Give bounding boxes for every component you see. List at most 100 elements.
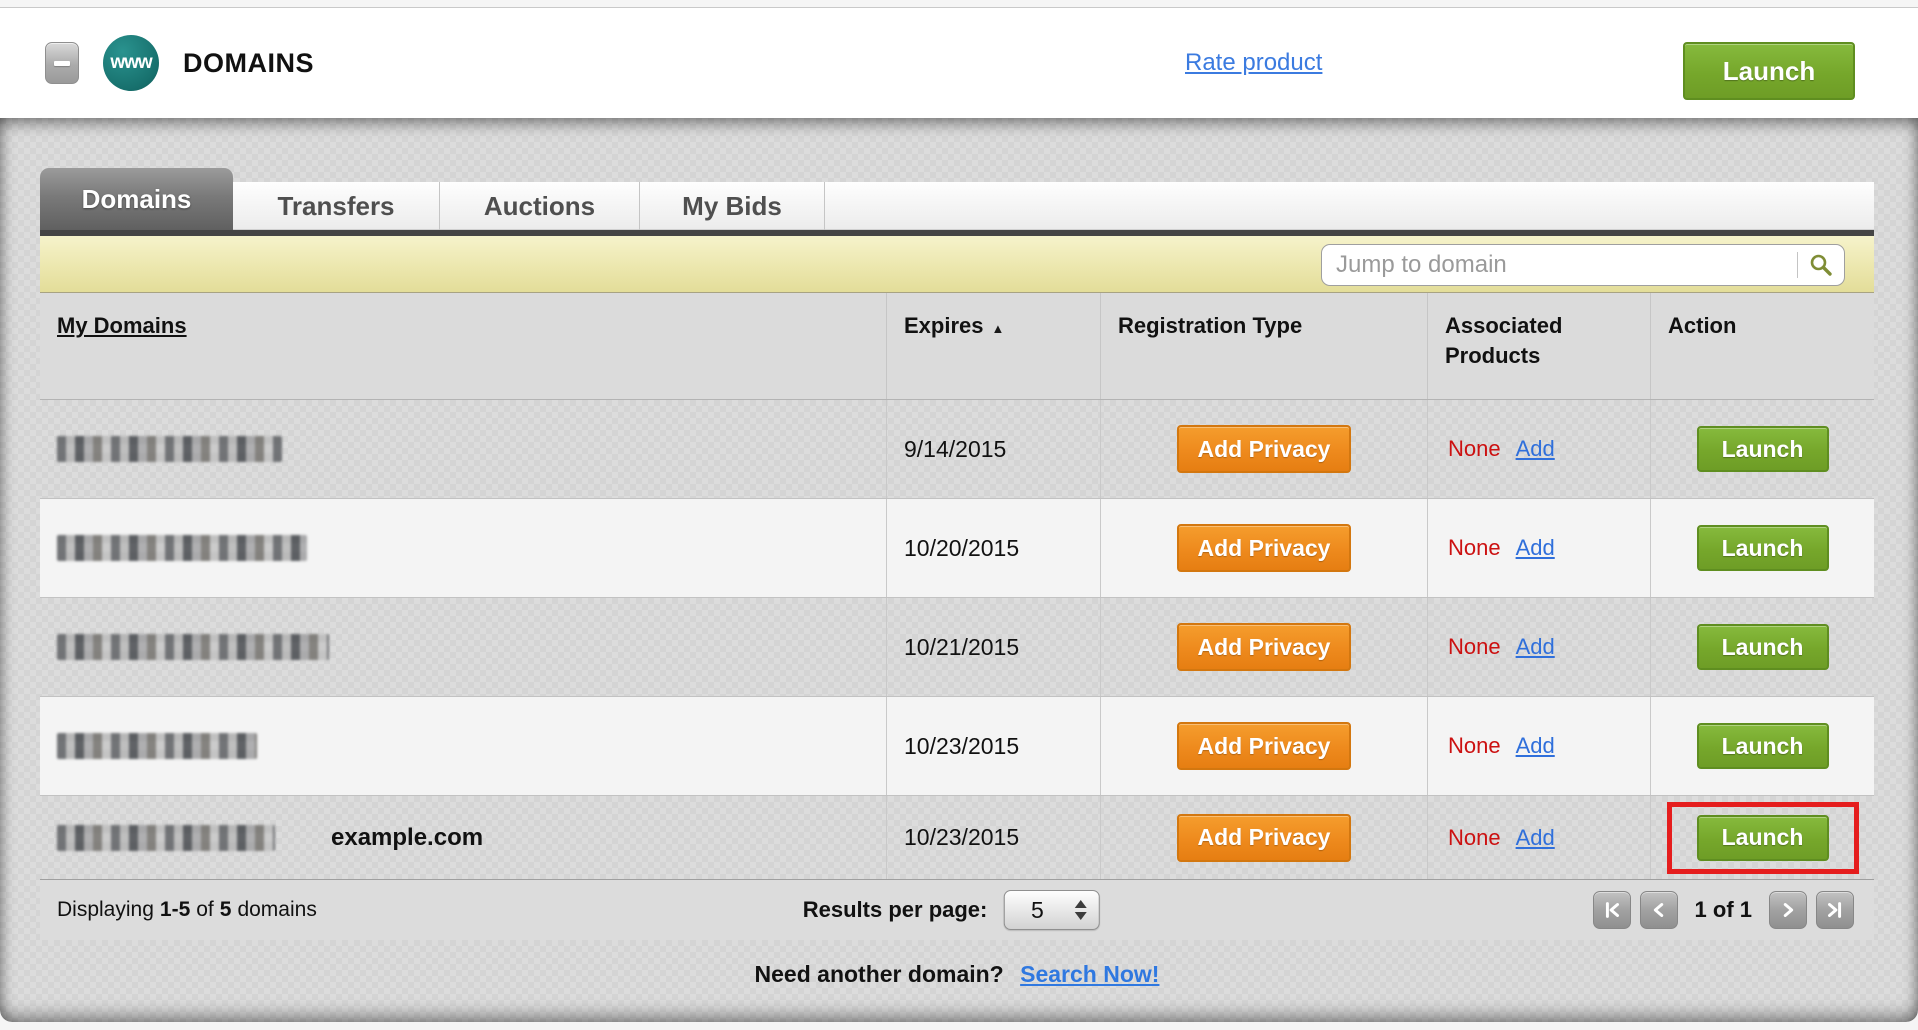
content-background: Transfers Auctions My Bids Domains bbox=[0, 118, 1918, 1022]
launch-button[interactable]: Launch bbox=[1696, 723, 1829, 769]
associated-cell: None Add bbox=[1427, 598, 1650, 696]
per-page-value: 5 bbox=[1030, 896, 1044, 923]
add-privacy-button[interactable]: Add Privacy bbox=[1177, 524, 1351, 572]
domain-cell bbox=[40, 400, 886, 498]
action-cell: Launch bbox=[1650, 598, 1874, 696]
expires-cell: 9/14/2015 bbox=[886, 400, 1100, 498]
sort-ascending-icon: ▲ bbox=[991, 321, 1005, 336]
add-privacy-button[interactable]: Add Privacy bbox=[1177, 623, 1351, 671]
displaying-range: 1-5 bbox=[159, 898, 191, 921]
page-indicator: 1 of 1 bbox=[1694, 897, 1752, 922]
add-privacy-button[interactable]: Add Privacy bbox=[1177, 425, 1351, 473]
associated-cell: None Add bbox=[1427, 400, 1650, 498]
page-title: DOMAINS bbox=[183, 47, 314, 78]
column-header-my-domains: My Domains bbox=[40, 293, 886, 399]
previous-page-button[interactable] bbox=[1639, 891, 1678, 929]
results-per-page-select[interactable]: 5 bbox=[1003, 890, 1100, 930]
collapse-button[interactable] bbox=[45, 42, 79, 84]
censored-domain-name bbox=[57, 634, 329, 660]
associated-cell: None Add bbox=[1427, 697, 1650, 795]
associated-add-link[interactable]: Add bbox=[1515, 436, 1555, 461]
need-domain-cta: Need another domain? Search Now! bbox=[40, 961, 1874, 988]
jump-to-domain-input[interactable] bbox=[1322, 251, 1797, 279]
censored-domain-name bbox=[57, 733, 257, 759]
tab-auctions[interactable]: Auctions bbox=[440, 182, 640, 230]
displaying-total: 5 bbox=[219, 898, 232, 921]
displaying-prefix: Displaying bbox=[57, 898, 154, 921]
associated-add-link[interactable]: Add bbox=[1515, 824, 1555, 850]
launch-button[interactable]: Launch bbox=[1696, 525, 1829, 571]
expires-cell: 10/23/2015 bbox=[886, 697, 1100, 795]
domain-cell bbox=[40, 697, 886, 795]
launch-button[interactable]: Launch bbox=[1696, 624, 1829, 670]
action-cell: Launch bbox=[1650, 499, 1874, 597]
logo-text: www bbox=[110, 52, 152, 73]
search-divider bbox=[1797, 252, 1798, 278]
associated-none-value: None bbox=[1448, 436, 1501, 461]
search-band bbox=[40, 236, 1874, 293]
associated-cell: None Add bbox=[1427, 796, 1650, 879]
my-domains-sort-link[interactable]: My Domains bbox=[57, 313, 187, 338]
last-page-button[interactable] bbox=[1816, 891, 1854, 929]
launch-button[interactable]: Launch bbox=[1696, 426, 1829, 472]
search-now-link[interactable]: Search Now! bbox=[1020, 961, 1160, 987]
table-footer: Displaying 1-5 of 5 domains Results per … bbox=[40, 879, 1874, 940]
domain-cell: example.com bbox=[40, 796, 886, 879]
launch-button-highlighted[interactable]: Launch bbox=[1696, 814, 1829, 861]
first-page-icon bbox=[1605, 902, 1619, 918]
table-row: example.com 10/23/2015 Add Privacy None A… bbox=[40, 796, 1874, 879]
associated-none-value: None bbox=[1448, 535, 1501, 560]
associated-add-link[interactable]: Add bbox=[1515, 733, 1555, 758]
action-cell: Launch bbox=[1650, 400, 1874, 498]
app-header: www DOMAINS Rate product Launch bbox=[0, 7, 1918, 118]
tab-divider bbox=[40, 230, 1874, 236]
associated-add-link[interactable]: Add bbox=[1515, 535, 1555, 560]
previous-page-icon bbox=[1653, 903, 1663, 917]
expires-cell: 10/21/2015 bbox=[886, 598, 1100, 696]
tab-my-bids[interactable]: My Bids bbox=[640, 182, 825, 230]
red-highlight-box: Launch bbox=[1666, 801, 1859, 874]
censored-domain-name bbox=[57, 535, 307, 561]
registration-cell: Add Privacy bbox=[1100, 499, 1427, 597]
launch-product-button[interactable]: Launch bbox=[1683, 42, 1855, 100]
first-page-button[interactable] bbox=[1592, 891, 1631, 929]
add-privacy-button[interactable]: Add Privacy bbox=[1177, 722, 1351, 770]
domain-cell bbox=[40, 499, 886, 597]
pagination: 1 of 1 bbox=[1592, 891, 1854, 929]
column-header-action: Action bbox=[1650, 293, 1874, 399]
select-stepper-icon bbox=[1070, 900, 1098, 920]
associated-add-link[interactable]: Add bbox=[1515, 634, 1555, 659]
registration-cell: Add Privacy bbox=[1100, 598, 1427, 696]
expires-cell: 10/20/2015 bbox=[886, 499, 1100, 597]
domains-logo-icon: www bbox=[103, 35, 159, 91]
add-privacy-button[interactable]: Add Privacy bbox=[1177, 813, 1351, 862]
column-header-registration-type: Registration Type bbox=[1100, 293, 1427, 399]
table-row: 10/23/2015 Add Privacy None Add Launch bbox=[40, 697, 1874, 796]
expires-cell: 10/23/2015 bbox=[886, 796, 1100, 879]
table-row: 10/20/2015 Add Privacy None Add Launch bbox=[40, 499, 1874, 598]
column-header-associated-products: Associated Products bbox=[1427, 293, 1650, 399]
magnifier-icon[interactable] bbox=[1798, 252, 1844, 278]
censored-domain-name bbox=[57, 436, 282, 462]
associated-none-value: None bbox=[1448, 634, 1501, 659]
registration-cell: Add Privacy bbox=[1100, 796, 1427, 879]
displaying-of: of bbox=[196, 898, 214, 921]
expires-sort-link[interactable]: Expires bbox=[904, 313, 984, 338]
displaying-status: Displaying 1-5 of 5 domains bbox=[40, 898, 317, 922]
tab-bar: Transfers Auctions My Bids Domains bbox=[40, 168, 1874, 230]
tab-transfers[interactable]: Transfers bbox=[233, 182, 440, 230]
action-cell: Launch bbox=[1650, 796, 1874, 879]
next-page-button[interactable] bbox=[1769, 891, 1807, 929]
associated-none-value: None bbox=[1448, 824, 1501, 850]
rate-product-link[interactable]: Rate product bbox=[1185, 49, 1323, 76]
associated-cell: None Add bbox=[1427, 499, 1650, 597]
associated-none-value: None bbox=[1448, 733, 1501, 758]
results-per-page-label: Results per page: bbox=[802, 897, 988, 922]
action-cell: Launch bbox=[1650, 697, 1874, 795]
need-domain-text: Need another domain? bbox=[754, 961, 1004, 987]
censored-domain-name bbox=[57, 824, 275, 851]
domain-example-label: example.com bbox=[331, 823, 484, 851]
tab-domains[interactable]: Domains bbox=[40, 168, 233, 230]
minus-icon bbox=[54, 60, 70, 66]
registration-cell: Add Privacy bbox=[1100, 697, 1427, 795]
